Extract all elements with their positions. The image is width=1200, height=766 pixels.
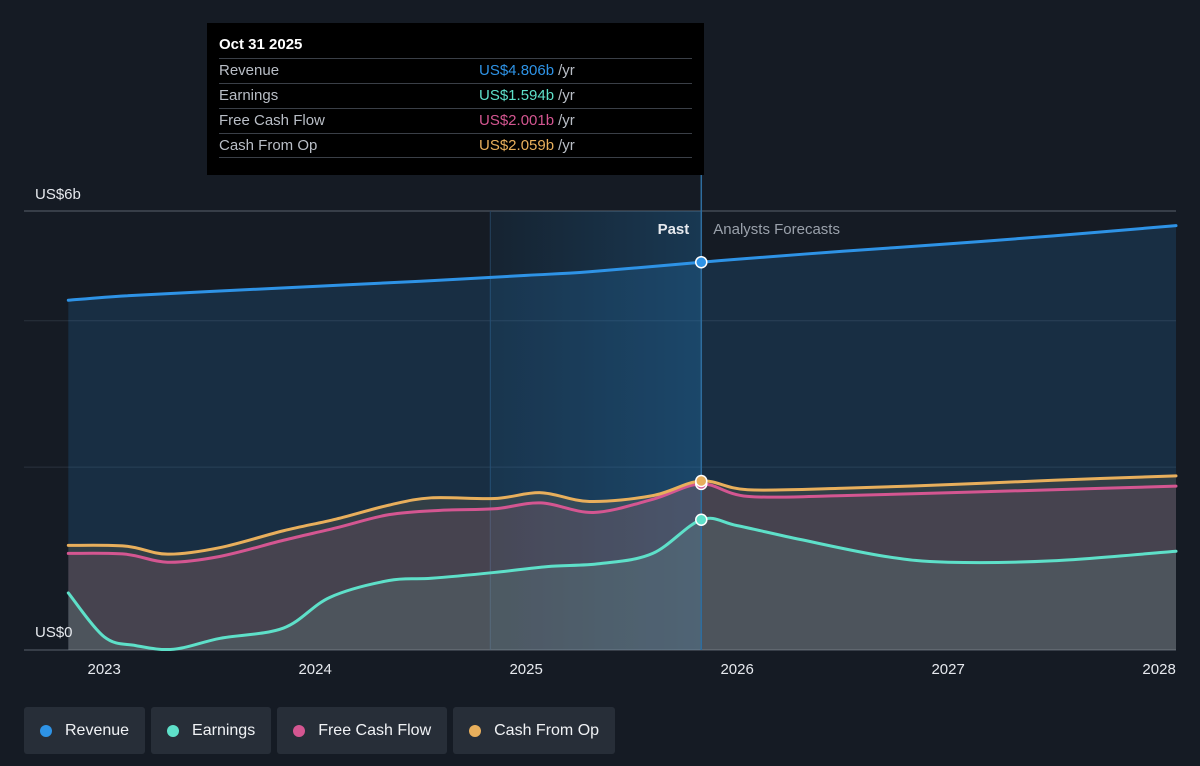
tooltip-row-earnings: Earnings US$1.594b/yr — [219, 83, 692, 108]
earnings-line — [66, 516, 1178, 652]
x-tick-label: 2023 — [87, 661, 120, 678]
cash-from-op-line — [66, 474, 1178, 556]
cash-from-op-area — [68, 475, 1176, 650]
earnings-revenue-chart: US$6b US$0 Past Analysts Forecasts 2023 2… — [24, 175, 1178, 678]
legend: Revenue Earnings Free Cash Flow Cash Fro… — [24, 707, 616, 754]
y-axis-max-label: US$6b — [35, 186, 81, 203]
tooltip-row-cash-from-op: Cash From Op US$2.059b/yr — [219, 133, 692, 158]
tooltip-value: US$1.594b/yr — [479, 87, 575, 104]
x-axis-ticks: 2023 2024 2025 2026 2027 2028 — [87, 661, 1175, 678]
legend-label: Earnings — [192, 721, 256, 739]
tooltip-label: Earnings — [219, 87, 279, 104]
legend-dot-icon — [469, 724, 482, 737]
revenue-area — [68, 225, 1176, 650]
x-tick-label: 2027 — [931, 661, 964, 678]
series-markers — [695, 255, 708, 527]
tooltip-row-revenue: Revenue US$4.806b/yr — [219, 58, 692, 83]
earnings-area — [68, 518, 1176, 650]
tooltip-row-free-cash-flow: Free Cash Flow US$2.001b/yr — [219, 108, 692, 133]
tooltip-date: Oct 31 2025 — [219, 36, 303, 53]
x-tick-label: 2025 — [509, 661, 542, 678]
legend-item-earnings[interactable]: Earnings — [151, 707, 272, 754]
x-tick-label: 2024 — [298, 661, 331, 678]
legend-item-revenue[interactable]: Revenue — [24, 707, 146, 754]
free-cash-flow-area — [68, 483, 1176, 650]
series-lines — [66, 224, 1178, 652]
tooltip-label: Cash From Op — [219, 137, 318, 154]
earnings-marker — [695, 513, 708, 527]
legend-dot-icon — [167, 724, 180, 737]
x-tick-label: 2028 — [1142, 661, 1175, 678]
legend-dot-icon — [293, 724, 306, 737]
legend-dot-icon — [40, 724, 52, 737]
legend-item-cash-from-op[interactable]: Cash From Op — [453, 707, 616, 754]
legend-label: Free Cash Flow — [318, 721, 432, 739]
revenue-line — [66, 224, 1178, 302]
past-highlight-band — [490, 211, 702, 650]
legend-label: Cash From Op — [494, 721, 600, 739]
legend-label: Revenue — [65, 721, 130, 739]
series-areas — [68, 225, 1176, 650]
forecast-label: Analysts Forecasts — [713, 221, 840, 238]
tooltip-label: Revenue — [219, 62, 280, 79]
revenue-marker — [695, 255, 708, 269]
free-cash-flow-line — [66, 482, 1178, 564]
y-axis-min-label: US$0 — [35, 624, 73, 641]
tooltip-label: Free Cash Flow — [219, 112, 325, 129]
tooltip-value: US$2.059b/yr — [479, 137, 575, 154]
x-tick-label: 2026 — [720, 661, 753, 678]
tooltip-value: US$2.001b/yr — [479, 112, 575, 129]
legend-item-free-cash-flow[interactable]: Free Cash Flow — [277, 707, 448, 754]
cash-from-op-marker — [695, 474, 708, 488]
tooltip-value: US$4.806b/yr — [479, 62, 575, 79]
past-label: Past — [658, 221, 690, 238]
hover-tooltip: Oct 31 2025 Revenue US$4.806b/yr Earning… — [207, 23, 704, 175]
